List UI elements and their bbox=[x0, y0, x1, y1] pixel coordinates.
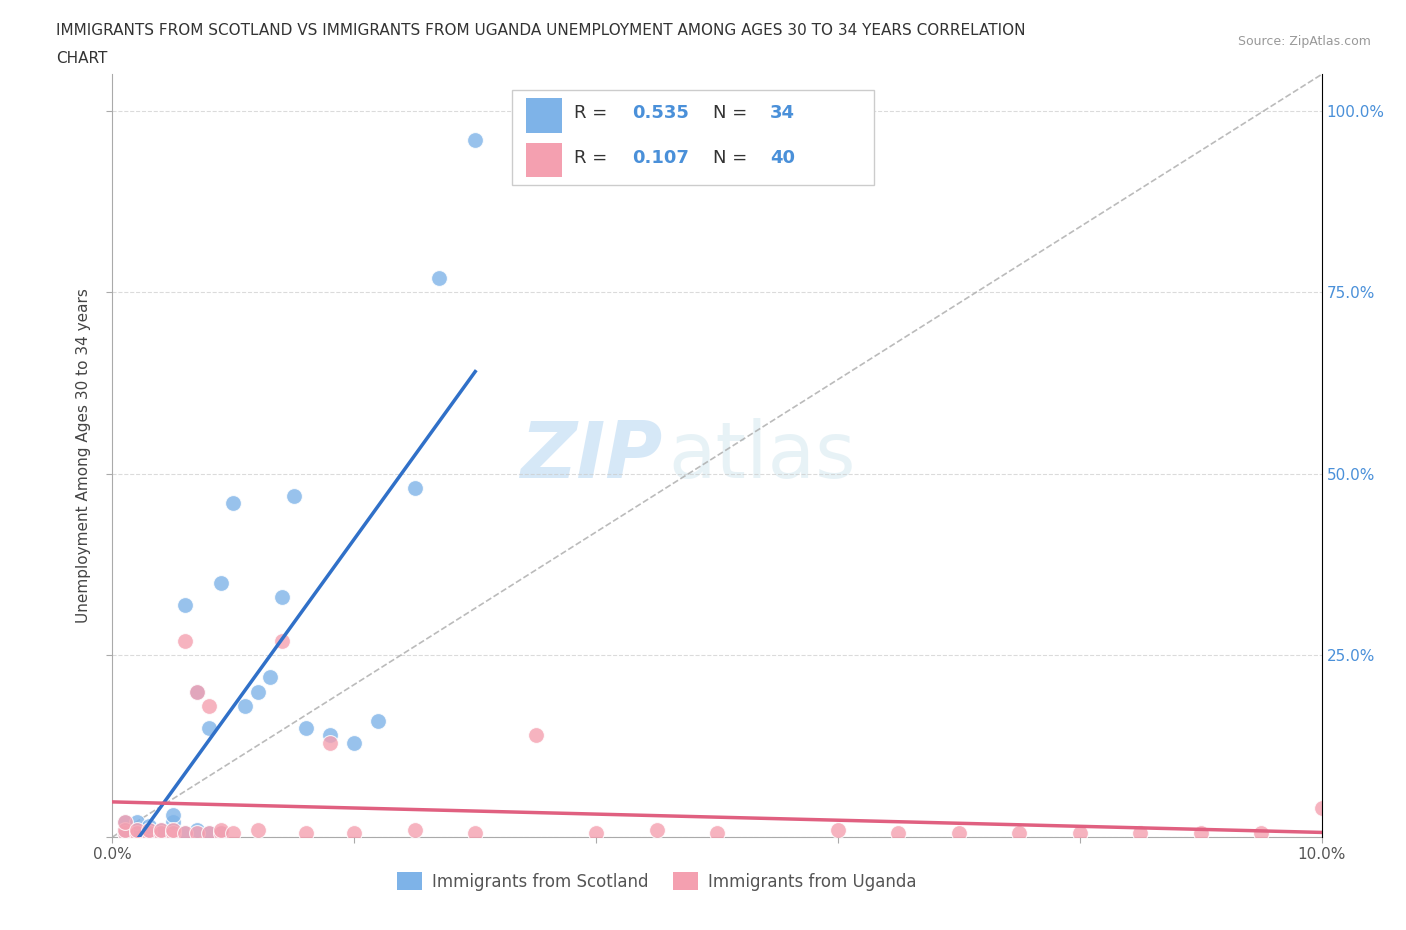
Point bbox=[186, 684, 208, 699]
Point bbox=[464, 132, 486, 147]
Point bbox=[138, 822, 160, 837]
Point bbox=[125, 826, 148, 841]
Point bbox=[270, 633, 292, 648]
Point bbox=[149, 826, 172, 841]
Point bbox=[1129, 826, 1152, 841]
Point bbox=[198, 698, 221, 713]
Point bbox=[367, 713, 389, 728]
Text: IMMIGRANTS FROM SCOTLAND VS IMMIGRANTS FROM UGANDA UNEMPLOYMENT AMONG AGES 30 TO: IMMIGRANTS FROM SCOTLAND VS IMMIGRANTS F… bbox=[56, 23, 1026, 38]
Point bbox=[209, 822, 232, 837]
Text: 0.107: 0.107 bbox=[633, 150, 689, 167]
Point bbox=[149, 822, 172, 837]
Text: R =: R = bbox=[575, 150, 613, 167]
Text: CHART: CHART bbox=[56, 51, 108, 66]
Point bbox=[162, 822, 184, 837]
Point bbox=[270, 590, 292, 604]
Point bbox=[295, 721, 318, 736]
Point bbox=[259, 670, 281, 684]
Point bbox=[174, 826, 197, 841]
Point bbox=[186, 826, 208, 841]
Text: N =: N = bbox=[713, 104, 754, 122]
Point bbox=[283, 488, 305, 503]
Point bbox=[198, 721, 221, 736]
Point bbox=[174, 633, 197, 648]
Text: 40: 40 bbox=[770, 150, 796, 167]
Point bbox=[427, 271, 450, 286]
Point bbox=[235, 698, 257, 713]
Point bbox=[198, 826, 221, 841]
Point bbox=[138, 818, 160, 833]
Point bbox=[198, 826, 221, 841]
Point bbox=[114, 815, 136, 830]
FancyBboxPatch shape bbox=[526, 143, 562, 178]
Point bbox=[827, 822, 849, 837]
Text: Source: ZipAtlas.com: Source: ZipAtlas.com bbox=[1237, 35, 1371, 48]
Point bbox=[706, 826, 728, 841]
Point bbox=[186, 684, 208, 699]
Point bbox=[162, 826, 184, 841]
Point bbox=[125, 822, 148, 837]
Point bbox=[404, 481, 426, 496]
Point bbox=[138, 826, 160, 841]
Point bbox=[1250, 826, 1272, 841]
Point bbox=[125, 815, 148, 830]
Point bbox=[125, 826, 148, 841]
Point bbox=[174, 597, 197, 612]
Point bbox=[464, 826, 486, 841]
Point bbox=[114, 822, 136, 837]
Point bbox=[295, 826, 318, 841]
Point bbox=[125, 822, 148, 837]
Point bbox=[149, 826, 172, 841]
Text: ZIP: ZIP bbox=[520, 418, 662, 494]
Point bbox=[138, 826, 160, 841]
Point bbox=[209, 826, 232, 841]
Point bbox=[114, 826, 136, 841]
Text: 34: 34 bbox=[770, 104, 796, 122]
Point bbox=[1008, 826, 1031, 841]
Text: N =: N = bbox=[713, 150, 754, 167]
Point bbox=[149, 822, 172, 837]
Point bbox=[174, 826, 197, 841]
Point bbox=[1069, 826, 1091, 841]
Point bbox=[948, 826, 970, 841]
Point bbox=[114, 815, 136, 830]
Point bbox=[1310, 801, 1333, 816]
Text: 0.535: 0.535 bbox=[633, 104, 689, 122]
Point bbox=[246, 684, 269, 699]
Point bbox=[887, 826, 910, 841]
Legend: Immigrants from Scotland, Immigrants from Uganda: Immigrants from Scotland, Immigrants fro… bbox=[389, 866, 924, 897]
Point bbox=[343, 735, 366, 750]
Point bbox=[524, 728, 547, 743]
Point bbox=[138, 822, 160, 837]
Point bbox=[209, 576, 232, 591]
Text: atlas: atlas bbox=[669, 418, 856, 494]
Point bbox=[114, 826, 136, 841]
Point bbox=[404, 822, 426, 837]
Point bbox=[222, 496, 245, 511]
Point bbox=[319, 728, 342, 743]
Text: R =: R = bbox=[575, 104, 613, 122]
Point bbox=[222, 826, 245, 841]
Point bbox=[162, 808, 184, 823]
Point bbox=[319, 735, 342, 750]
FancyBboxPatch shape bbox=[512, 89, 875, 185]
Point bbox=[343, 826, 366, 841]
Point bbox=[114, 822, 136, 837]
Point bbox=[186, 822, 208, 837]
Point bbox=[645, 822, 668, 837]
Point bbox=[1189, 826, 1212, 841]
Point bbox=[246, 822, 269, 837]
Y-axis label: Unemployment Among Ages 30 to 34 years: Unemployment Among Ages 30 to 34 years bbox=[76, 288, 91, 623]
Point bbox=[209, 826, 232, 841]
Point bbox=[585, 826, 607, 841]
FancyBboxPatch shape bbox=[526, 99, 562, 133]
Point bbox=[162, 815, 184, 830]
